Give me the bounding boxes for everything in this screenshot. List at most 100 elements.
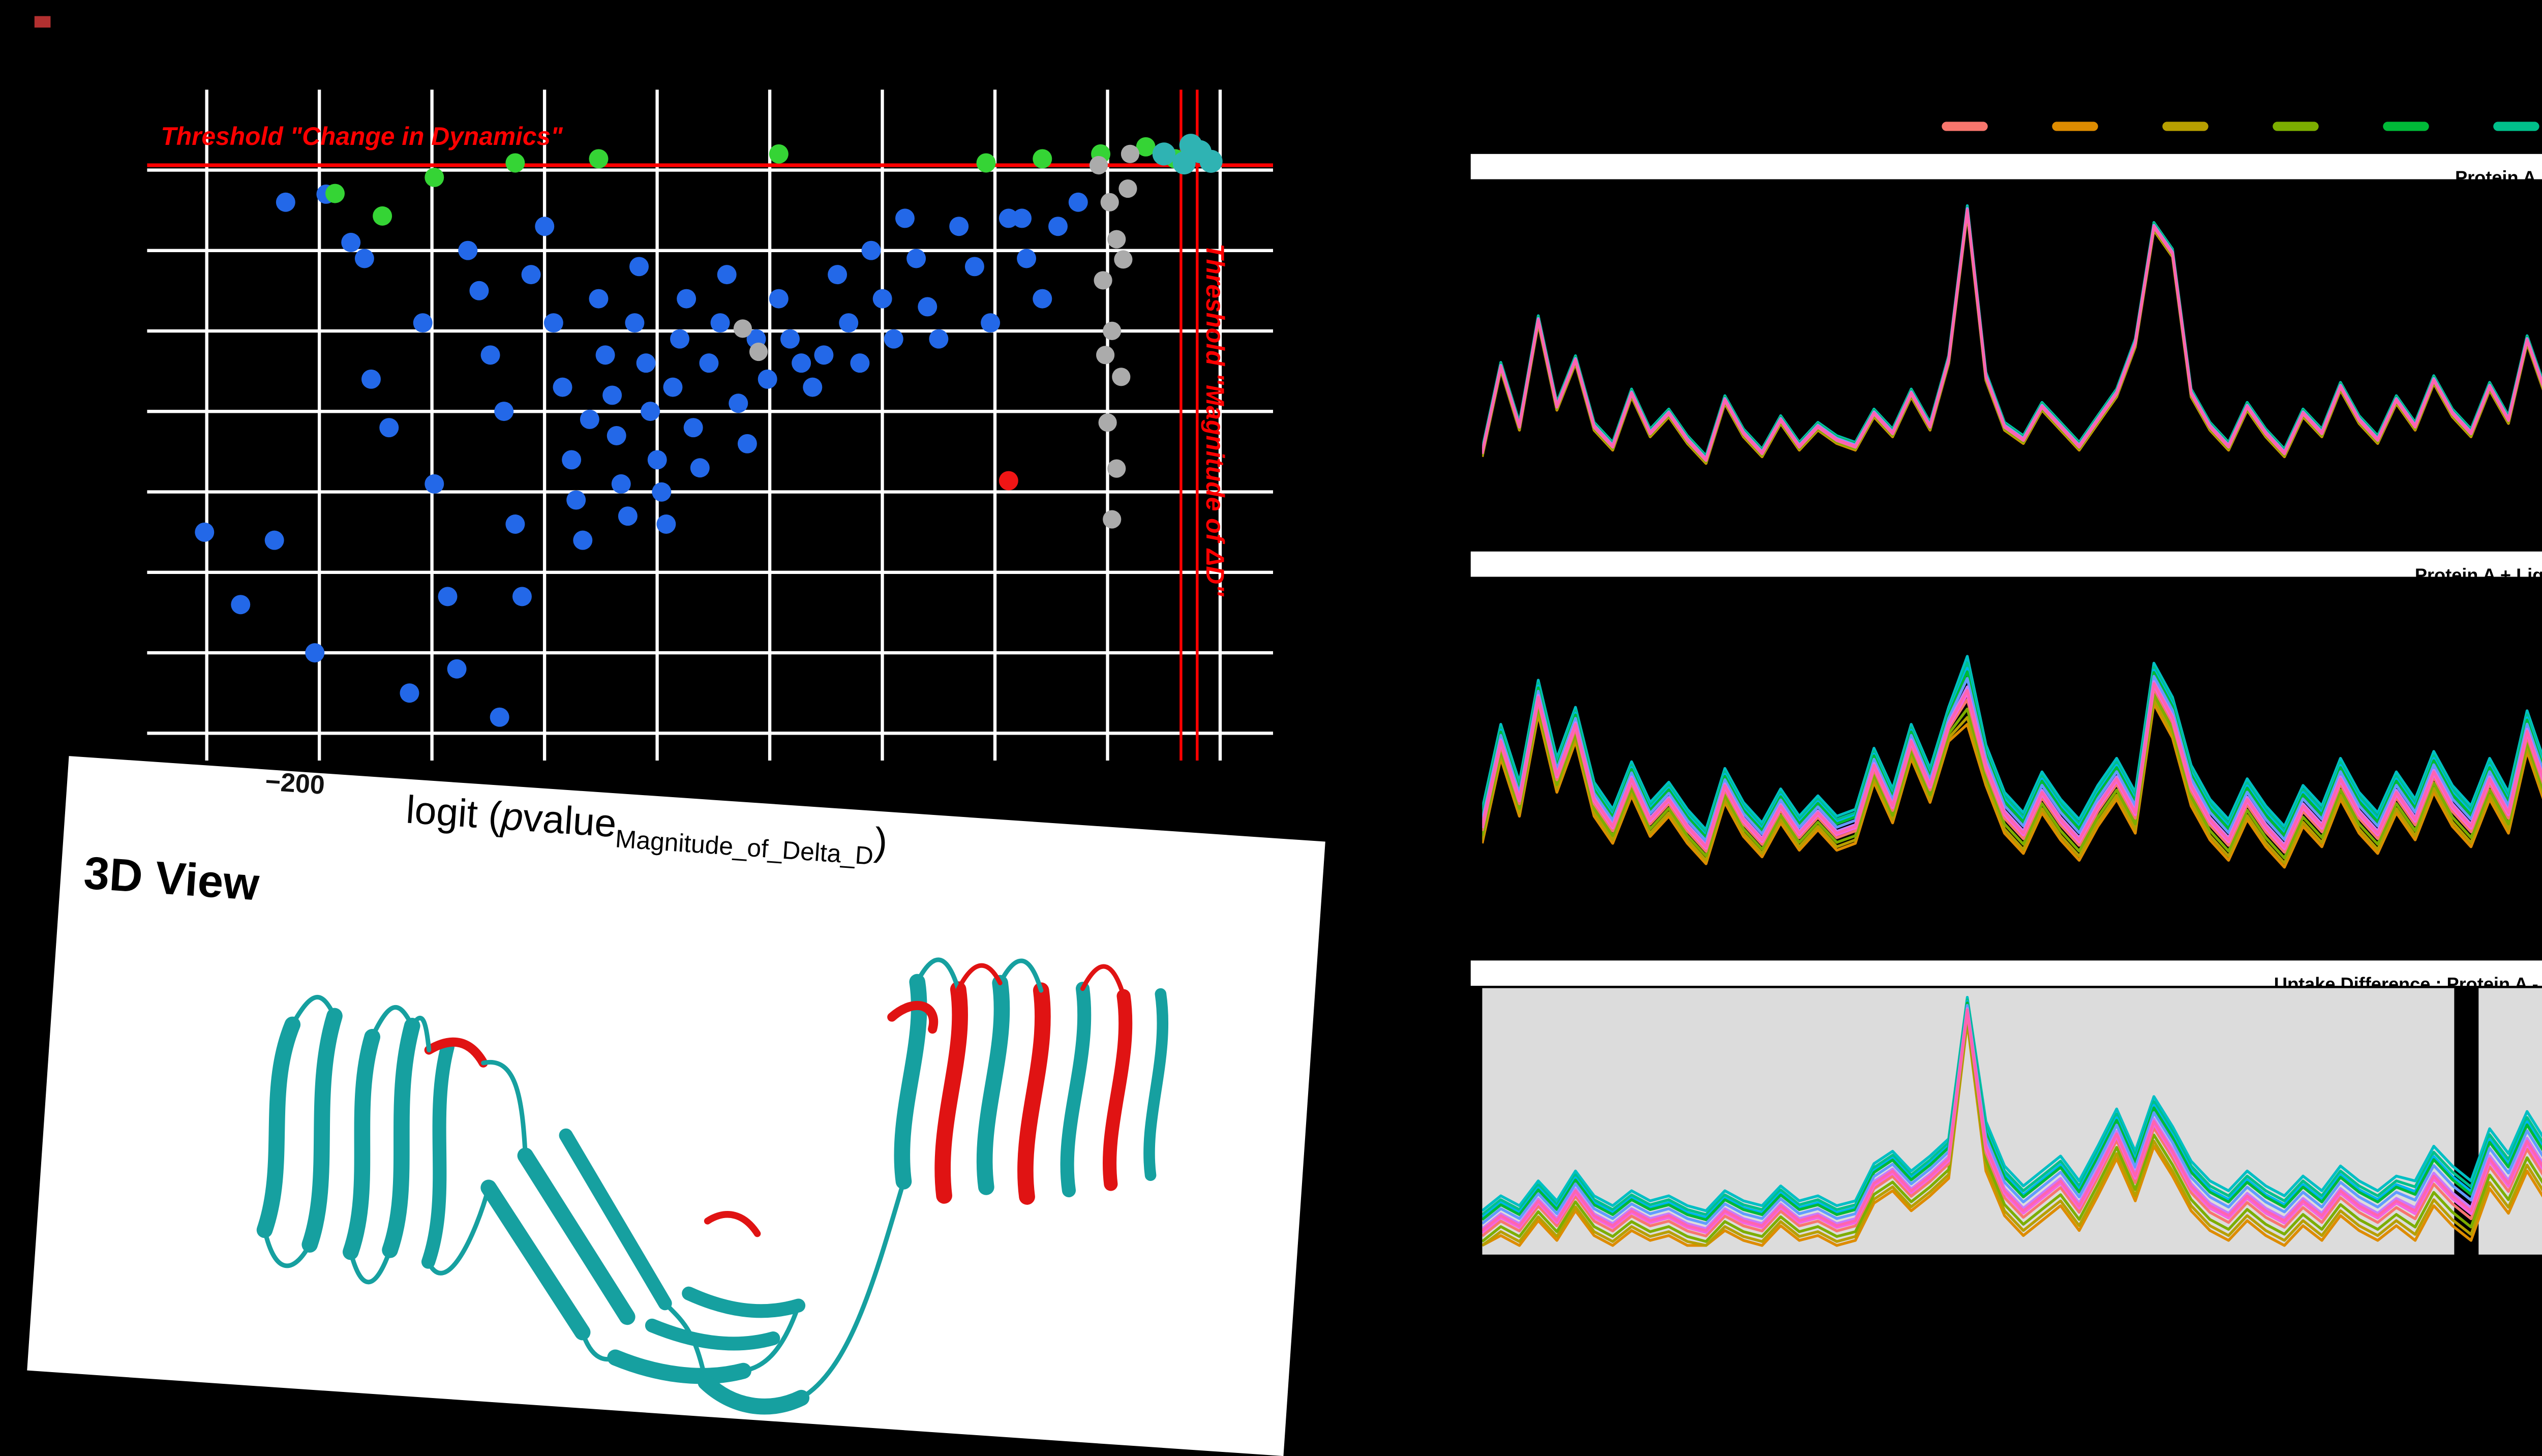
scatter-point[interactable] (749, 342, 768, 361)
uptake-line-series-2[interactable] (1482, 212, 2542, 499)
uptake-line-series-2[interactable] (1482, 1020, 2542, 1247)
scatter-point[interactable] (1089, 156, 1108, 175)
scatter-point[interactable] (884, 329, 903, 349)
uptake-line-series-2[interactable] (1482, 666, 2542, 869)
scatter-point[interactable] (1012, 208, 1032, 228)
scatter-point[interactable] (505, 514, 525, 534)
scatter-point[interactable] (792, 353, 811, 373)
scatter-point[interactable] (361, 369, 381, 389)
scatter-point[interactable] (325, 184, 345, 203)
scatter-point[interactable] (918, 297, 937, 317)
scatter-point[interactable] (480, 345, 500, 365)
scatter-point[interactable] (652, 482, 672, 502)
scatter-point[interactable] (1017, 249, 1037, 268)
uptake-line-series-6[interactable] (1482, 588, 2542, 835)
scatter-point[interactable] (641, 402, 660, 421)
scatter-point[interactable] (438, 587, 458, 606)
uptake-line-series-3[interactable] (1482, 653, 2542, 865)
scatter-point[interactable] (1199, 149, 1223, 173)
points-teal-cluster[interactable] (1152, 134, 1223, 175)
scatter-point[interactable] (861, 240, 881, 260)
scatter-point[interactable] (469, 281, 489, 300)
legend-swatch-series-3[interactable] (2162, 122, 2208, 131)
scatter-point[interactable] (1112, 368, 1131, 386)
scatter-point[interactable] (1103, 510, 1122, 529)
legend-swatch-series-5[interactable] (2383, 122, 2429, 131)
scatter-point[interactable] (566, 490, 586, 510)
scatter-point[interactable] (618, 506, 638, 526)
scatter-point[interactable] (629, 257, 649, 277)
scatter-point[interactable] (737, 434, 757, 453)
scatter-point[interactable] (949, 217, 969, 236)
uptake-line-series-12[interactable] (1482, 1008, 2542, 1232)
scatter-point[interactable] (636, 353, 656, 373)
scatter-point[interactable] (1107, 230, 1126, 249)
uptake-line-series-5[interactable] (1482, 1001, 2542, 1221)
scatter-point[interactable] (512, 587, 532, 606)
uptake-line-series-4[interactable] (1482, 636, 2542, 860)
scatter-point[interactable] (717, 265, 737, 285)
uptake-line-series-8[interactable] (1482, 1000, 2542, 1219)
scatter-point[interactable] (906, 249, 926, 268)
uptake-line-series-6[interactable] (1482, 998, 2542, 1216)
scatter-point[interactable] (670, 329, 689, 349)
scatter-point[interactable] (895, 208, 915, 228)
uptake-chart-protein-a[interactable] (1482, 184, 2542, 536)
scatter-point[interactable] (490, 707, 509, 727)
scatter-point[interactable] (733, 319, 752, 338)
scatter-point[interactable] (710, 313, 730, 333)
scatter-point[interactable] (595, 345, 615, 365)
scatter-point[interactable] (354, 249, 374, 268)
scatter-point[interactable] (425, 474, 444, 494)
scatter-point[interactable] (195, 522, 215, 542)
scatter-point[interactable] (1136, 137, 1156, 157)
uptake-line-series-10[interactable] (1482, 1007, 2542, 1230)
scatter-point[interactable] (803, 377, 823, 397)
scatter-point[interactable] (850, 353, 870, 373)
uptake-line-series-9[interactable] (1482, 1004, 2542, 1225)
scatter-point[interactable] (562, 450, 582, 470)
scatter-point[interactable] (625, 313, 645, 333)
uptake-chart-protein-a-ligand[interactable] (1482, 579, 2542, 938)
scatter-point[interactable] (699, 353, 719, 373)
uptake-difference-chart[interactable] (1482, 988, 2542, 1255)
points-not-significant[interactable] (195, 184, 1088, 727)
scatter-point[interactable] (573, 530, 593, 550)
legend-swatch-series-1[interactable] (1942, 122, 1988, 131)
scatter-point[interactable] (964, 257, 984, 277)
scatter-point[interactable] (521, 265, 541, 285)
scatter-point[interactable] (602, 385, 622, 405)
scatter-point[interactable] (769, 144, 789, 164)
scatter-point[interactable] (1172, 151, 1196, 175)
scatter-point[interactable] (814, 345, 834, 365)
scatter-point[interactable] (1118, 179, 1137, 198)
uptake-line-series-7[interactable] (1482, 995, 2542, 1212)
uptake-line-series-12[interactable] (1482, 598, 2542, 848)
scatter-point[interactable] (1103, 321, 1122, 340)
scatter-point[interactable] (1114, 250, 1133, 269)
scatter-point[interactable] (981, 313, 1001, 333)
scatter-point[interactable] (998, 208, 1018, 228)
scatter-point[interactable] (1094, 271, 1112, 290)
uptake-line-series-4[interactable] (1482, 1015, 2542, 1243)
scatter-point[interactable] (929, 329, 949, 349)
volcano-scatter-chart[interactable] (147, 89, 1274, 761)
scatter-point[interactable] (373, 206, 392, 226)
scatter-point[interactable] (379, 418, 399, 438)
scatter-point[interactable] (611, 474, 631, 494)
scatter-point[interactable] (589, 149, 609, 169)
points-significant[interactable] (998, 471, 1018, 491)
scatter-point[interactable] (677, 289, 697, 309)
scatter-point[interactable] (729, 393, 748, 413)
scatter-point[interactable] (400, 683, 419, 703)
scatter-point[interactable] (839, 313, 859, 333)
scatter-point[interactable] (690, 458, 710, 478)
scatter-point[interactable] (447, 659, 467, 679)
scatter-point[interactable] (589, 289, 609, 309)
scatter-point[interactable] (656, 514, 676, 534)
legend-swatch-series-4[interactable] (2273, 122, 2319, 131)
legend-swatch-series-6[interactable] (2493, 122, 2539, 131)
uptake-line-series-12[interactable] (1482, 208, 2542, 461)
scatter-point[interactable] (1098, 413, 1117, 432)
scatter-point[interactable] (1152, 142, 1175, 166)
